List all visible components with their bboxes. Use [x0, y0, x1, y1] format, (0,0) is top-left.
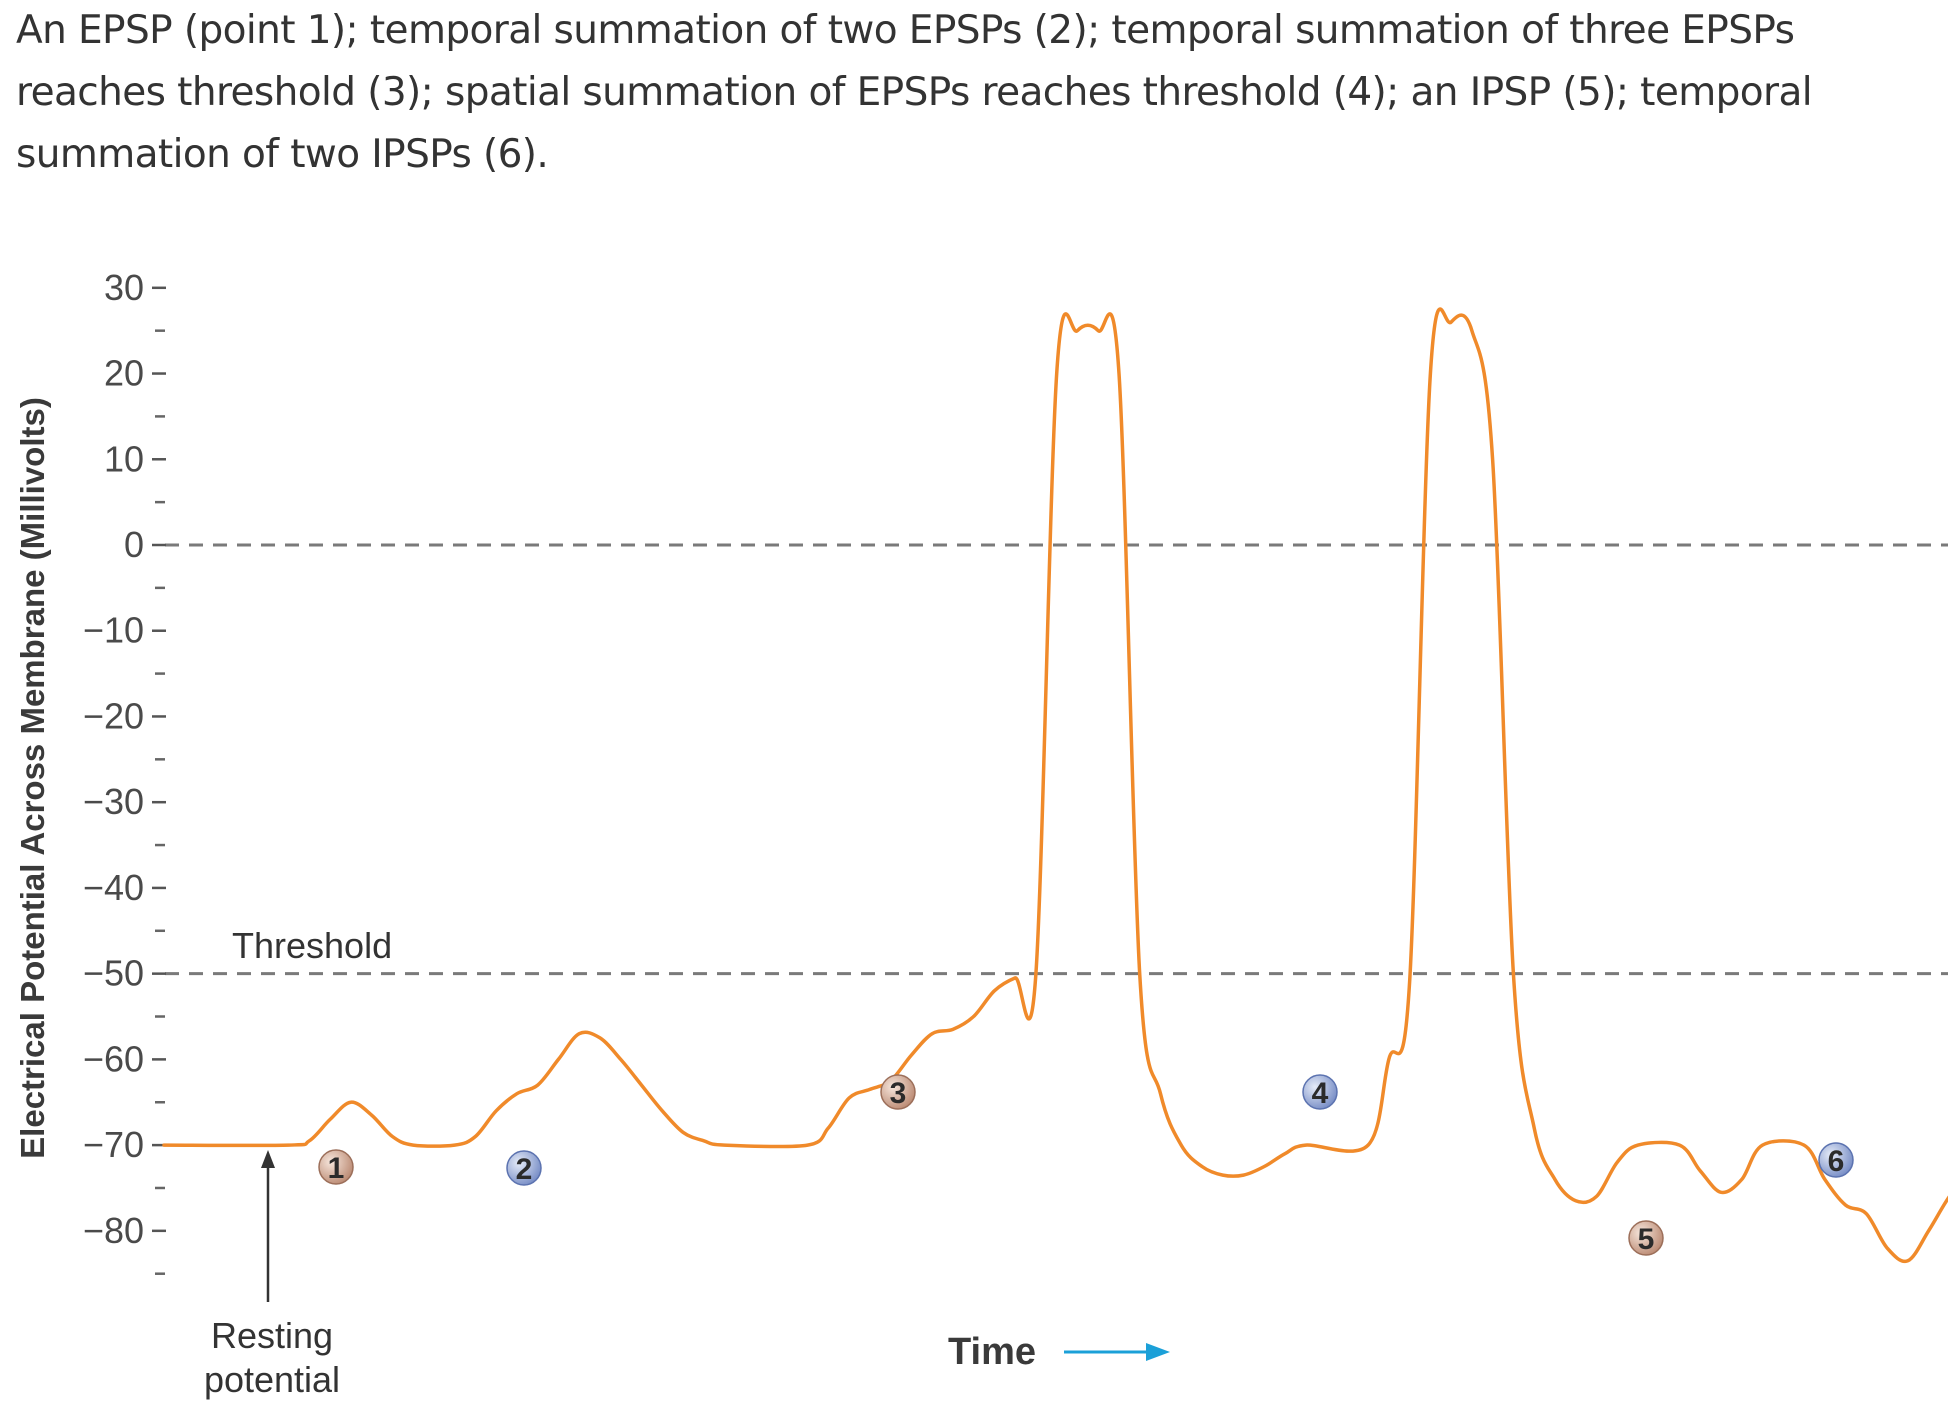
- event-marker-circle: [1628, 1220, 1664, 1256]
- event-marker-number: 6: [1828, 1145, 1845, 1178]
- event-marker-number: 2: [516, 1153, 533, 1186]
- event-marker-circle: [1818, 1142, 1854, 1178]
- arrow-up-icon-head: [261, 1150, 275, 1168]
- event-marker-number: 3: [890, 1077, 907, 1110]
- event-marker-6: 6: [1818, 1142, 1854, 1178]
- y-tick-label: 0: [124, 524, 144, 565]
- event-marker-1: 1: [318, 1149, 354, 1185]
- y-tick-label: −50: [83, 953, 144, 994]
- event-marker-3: 3: [880, 1074, 916, 1110]
- reference-lines: [165, 543, 1948, 976]
- y-tick-label: −80: [83, 1210, 144, 1251]
- event-marker-circle: [318, 1149, 354, 1185]
- arrow-right-icon-head: [1146, 1343, 1170, 1361]
- threshold-label: Threshold: [232, 925, 392, 966]
- event-marker-circle: [880, 1074, 916, 1110]
- event-markers: 1 2 3 4 5 6: [318, 1074, 1854, 1256]
- resting-potential-annotation: Resting potential: [204, 1150, 340, 1400]
- y-tick-label: 30: [104, 267, 144, 308]
- event-marker-circle: [506, 1150, 542, 1186]
- x-axis-title: Time: [948, 1331, 1036, 1373]
- event-marker-number: 5: [1638, 1223, 1655, 1256]
- y-tick-label: −10: [83, 610, 144, 651]
- y-tick-label: 10: [104, 438, 144, 479]
- event-marker-number: 1: [328, 1152, 345, 1185]
- event-marker-4: 4: [1302, 1074, 1338, 1110]
- time-axis-label: Time: [948, 1331, 1170, 1373]
- membrane-potential-line: [162, 307, 1948, 1264]
- resting-potential-line: Resting: [211, 1315, 333, 1356]
- event-marker-2: 2: [506, 1150, 542, 1186]
- event-marker-circle: [1302, 1074, 1338, 1110]
- resting-potential-line: potential: [204, 1359, 340, 1400]
- y-axis: 30 20 10 0 −10 −20 −30 −40 −50 −60 −70 −80: [83, 267, 166, 1275]
- y-tick-label: −20: [83, 695, 144, 736]
- y-tick-label: −60: [83, 1038, 144, 1079]
- resting-potential-label: Resting potential: [204, 1315, 340, 1400]
- y-tick-label: −40: [83, 867, 144, 908]
- y-tick-label: −30: [83, 781, 144, 822]
- event-marker-number: 4: [1312, 1077, 1329, 1110]
- figure-caption: An EPSP (point 1); temporal summation of…: [16, 8, 1813, 177]
- y-tick-label: −70: [83, 1124, 144, 1165]
- y-tick-label: 20: [104, 353, 144, 394]
- y-axis-title: Electrical Potential Across Membrane (Mi…: [14, 397, 51, 1159]
- event-marker-5: 5: [1628, 1220, 1664, 1256]
